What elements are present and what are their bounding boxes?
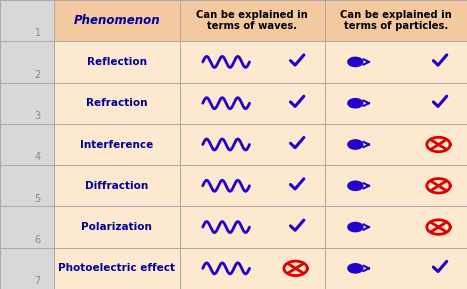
Text: 1: 1: [35, 28, 41, 38]
Text: Phenomenon: Phenomenon: [73, 14, 160, 27]
Text: 7: 7: [35, 276, 41, 286]
Circle shape: [348, 181, 363, 190]
Bar: [0, 41, 54, 83]
Text: Can be explained in
terms of particles.: Can be explained in terms of particles.: [340, 10, 452, 32]
Bar: [0, 248, 54, 289]
Text: Can be explained in
terms of waves.: Can be explained in terms of waves.: [196, 10, 308, 32]
Bar: [54, 83, 467, 124]
Bar: [0, 83, 54, 124]
Text: 2: 2: [35, 70, 41, 80]
Text: Interference: Interference: [80, 140, 153, 149]
Bar: [0, 124, 54, 165]
Bar: [54, 0, 467, 41]
Text: 3: 3: [35, 111, 41, 121]
Circle shape: [348, 223, 363, 232]
Text: Refraction: Refraction: [86, 98, 148, 108]
Circle shape: [348, 264, 363, 273]
Bar: [54, 206, 467, 248]
Text: Diffraction: Diffraction: [85, 181, 149, 191]
Text: Reflection: Reflection: [87, 57, 147, 67]
Text: Polarization: Polarization: [81, 222, 152, 232]
Bar: [54, 124, 467, 165]
Circle shape: [348, 140, 363, 149]
Bar: [0, 165, 54, 206]
Bar: [54, 248, 467, 289]
Text: 4: 4: [35, 152, 41, 162]
Bar: [54, 165, 467, 206]
Text: 5: 5: [35, 194, 41, 203]
Circle shape: [348, 99, 363, 108]
Circle shape: [348, 57, 363, 66]
Bar: [0, 0, 54, 41]
Text: 6: 6: [35, 235, 41, 245]
Bar: [0, 206, 54, 248]
Bar: [54, 41, 467, 83]
Text: Photoelectric effect: Photoelectric effect: [58, 263, 175, 273]
